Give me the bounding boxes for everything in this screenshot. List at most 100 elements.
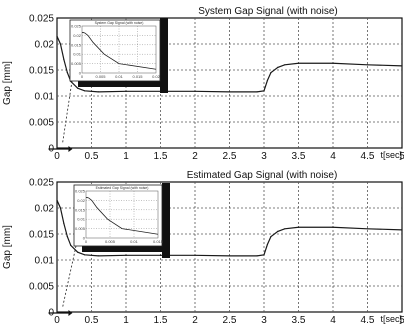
y-tick-label: 0.005 — [29, 282, 54, 293]
inset-y-tick-label: 0.015 — [75, 207, 86, 212]
inset-x-tick-label: 0 — [81, 74, 84, 79]
x-tick-label: 5 — [399, 151, 404, 162]
y-tick-label: 0.01 — [35, 92, 55, 103]
inset-series-line — [86, 197, 159, 235]
x-axis-label: t[sec] — [380, 314, 402, 324]
y-tick-label: 0.005 — [29, 118, 54, 129]
x-tick-label: 2 — [192, 151, 198, 162]
x-tick-label: 3 — [261, 151, 267, 162]
origin-arrowhead — [68, 146, 73, 152]
series-line — [56, 199, 403, 257]
data-point — [270, 72, 272, 74]
y-tick-label: 0.01 — [35, 256, 55, 267]
x-tick-label: 3 — [261, 315, 267, 326]
x-tick-label: 1.5 — [154, 151, 168, 162]
y-tick-label: 0.015 — [29, 66, 54, 77]
y-tick-label: 0.02 — [35, 40, 55, 51]
x-tick-label: 0.5 — [85, 151, 99, 162]
inset-y-tick-label: 0.025 — [75, 189, 86, 194]
y-tick-label: 0.015 — [29, 230, 54, 241]
data-point — [194, 254, 196, 256]
inset-y-tick-label: 0.01 — [73, 52, 82, 57]
x-tick-label: 1 — [123, 151, 129, 162]
inset-y-tick-label: 0 — [83, 236, 86, 241]
inset-x-tick-label: 0.015 — [132, 74, 143, 79]
data-point — [228, 91, 231, 93]
data-point — [297, 226, 300, 228]
x-tick-label: 4 — [330, 315, 336, 326]
inset-y-tick-label: 0.005 — [71, 61, 82, 66]
x-tick-label: 4.5 — [361, 315, 375, 326]
data-point — [56, 35, 58, 37]
data-point — [256, 255, 258, 257]
inset-x-tick-label: 0 — [85, 239, 88, 244]
inset-x-tick-label: 0.005 — [95, 74, 106, 79]
data-point — [332, 226, 334, 228]
inset-shadow-right — [162, 183, 170, 258]
zoom-leader-line — [62, 245, 77, 309]
x-tick-label: 0 — [54, 151, 60, 162]
data-point — [63, 59, 65, 61]
data-point — [77, 251, 79, 253]
data-point — [59, 43, 62, 45]
data-point — [401, 65, 403, 67]
data-point — [366, 228, 369, 230]
inset-x-tick-label: 0.02 — [152, 74, 161, 79]
inset-series-line — [82, 32, 157, 70]
data-point — [266, 243, 269, 245]
inset-plot: System Gap Signal (with noise) 0.025 0.02 0… — [69, 18, 168, 93]
data-point — [270, 236, 272, 238]
zoom-leader-line — [62, 80, 73, 145]
data-point — [277, 66, 279, 68]
x-tick-label: 0.5 — [85, 315, 99, 326]
origin-arrowhead — [68, 310, 73, 316]
x-tick-label: 3.5 — [292, 315, 306, 326]
inset-frame — [73, 184, 163, 247]
inset-plot: Estimated Gap Signal (with noise) 0.025 0.… — [73, 183, 170, 258]
x-tick-label: 1.5 — [154, 315, 168, 326]
y-axis-label: Gap [mm] — [2, 225, 13, 269]
data-point — [66, 72, 68, 74]
x-tick-label: 2.5 — [223, 315, 237, 326]
x-axis-label: t[sec] — [380, 150, 402, 160]
data-point — [277, 230, 279, 232]
subplot-2: 0 0.5 1 1.5 2 2.5 3 3.5 4 4.5 5 0 0.005 0.01 0.015 0.02… — [2, 170, 404, 326]
inset-y-tick-label: 0.025 — [71, 24, 82, 29]
data-point — [59, 207, 62, 209]
x-tick-label: 4.5 — [361, 151, 375, 162]
inset-y-tick-label: 0.02 — [77, 198, 86, 203]
data-point — [194, 90, 196, 92]
data-point — [125, 90, 127, 92]
chart-title: System Gap Signal (with noise) — [198, 6, 338, 17]
inset-axes — [85, 190, 159, 239]
inset-y-tick-label: 0.02 — [73, 33, 82, 38]
inset-y-tick-label: 0.01 — [77, 217, 86, 222]
data-point — [77, 87, 79, 89]
series-line — [56, 35, 403, 93]
inset-shadow-right — [160, 18, 168, 93]
y-axis-label: Gap [mm] — [2, 61, 13, 105]
x-tick-label: 0 — [54, 315, 60, 326]
data-point — [84, 90, 86, 92]
y-tick-label: 0.025 — [29, 178, 54, 189]
inset-y-tick-label: 0 — [79, 71, 82, 76]
inset-y-tick-label: 0.005 — [75, 226, 86, 231]
data-point — [84, 254, 86, 256]
inset-shadow-bottom — [78, 81, 168, 87]
data-point — [97, 91, 99, 93]
data-point — [284, 64, 286, 66]
data-point — [159, 254, 162, 256]
data-point — [56, 199, 58, 201]
data-point — [97, 255, 99, 257]
data-point — [266, 79, 269, 81]
data-point — [228, 255, 231, 257]
y-tick-label: 0.02 — [35, 204, 55, 215]
data-point — [401, 229, 403, 231]
inset-frame — [69, 19, 161, 82]
data-point — [256, 91, 258, 93]
data-point — [70, 244, 72, 247]
y-tick-label: 0.025 — [29, 14, 54, 25]
data-point — [66, 236, 68, 238]
x-tick-label: 2.5 — [223, 151, 237, 162]
